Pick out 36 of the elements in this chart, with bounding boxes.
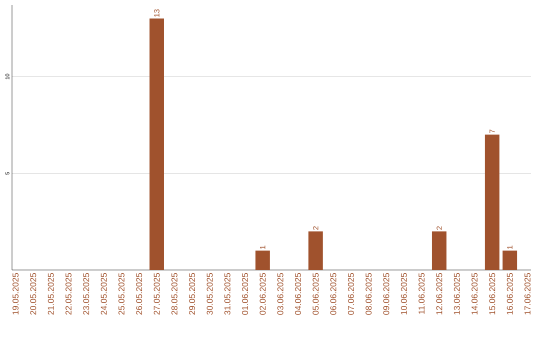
x-tick-label: 27.05.2025 (154, 273, 160, 315)
x-tick-label: 21.05.2025 (48, 273, 54, 315)
x-tick-label: 01.06.2025 (242, 273, 248, 315)
bar (502, 250, 518, 270)
x-tick-label: 08.06.2025 (366, 273, 372, 315)
x-tick-label: 06.06.2025 (330, 273, 336, 315)
x-tick-label: 13.06.2025 (454, 273, 460, 314)
x-tick-label: 31.05.2025 (224, 273, 230, 315)
x-tick-label: 14.06.2025 (472, 273, 478, 314)
x-tick-label: 02.06.2025 (260, 273, 266, 315)
x-tick-label: 26.05.2025 (136, 273, 142, 315)
bar (308, 231, 323, 270)
x-tick-label: 24.05.2025 (100, 273, 107, 315)
x-tick-label: 10.06.2025 (400, 273, 407, 314)
x-tick-label: 05.06.2025 (312, 273, 319, 315)
x-tick-label: 20.05.2025 (30, 273, 36, 315)
x-tick-label: 15.06.2025 (489, 273, 496, 314)
x-tick-label: 17.06.2025 (524, 273, 530, 314)
x-tick-label: 19.05.2025 (12, 273, 19, 314)
bar (255, 250, 270, 270)
x-tick-label: 09.06.2025 (383, 273, 390, 315)
x-tick-label: 23.05.2025 (83, 273, 90, 315)
x-tick-label: 07.06.2025 (348, 273, 354, 315)
x-tick-label: 16.06.2025 (506, 273, 513, 314)
x-tick-label: 12.06.2025 (436, 273, 442, 314)
x-tick-label: 04.06.2025 (294, 273, 301, 315)
x-tick-label: 28.05.2025 (171, 273, 178, 315)
x-tick-label: 03.06.2025 (277, 273, 284, 315)
bar (150, 18, 164, 270)
x-tick-label: 25.05.2025 (118, 273, 124, 315)
bar (432, 231, 446, 270)
x-tick-label: 29.05.2025 (189, 273, 196, 315)
bar (484, 134, 500, 270)
x-tick-label: 30.05.2025 (206, 273, 213, 315)
x-tick-label: 22.05.2025 (66, 273, 72, 315)
x-tick-label: 11.06.2025 (418, 273, 425, 314)
